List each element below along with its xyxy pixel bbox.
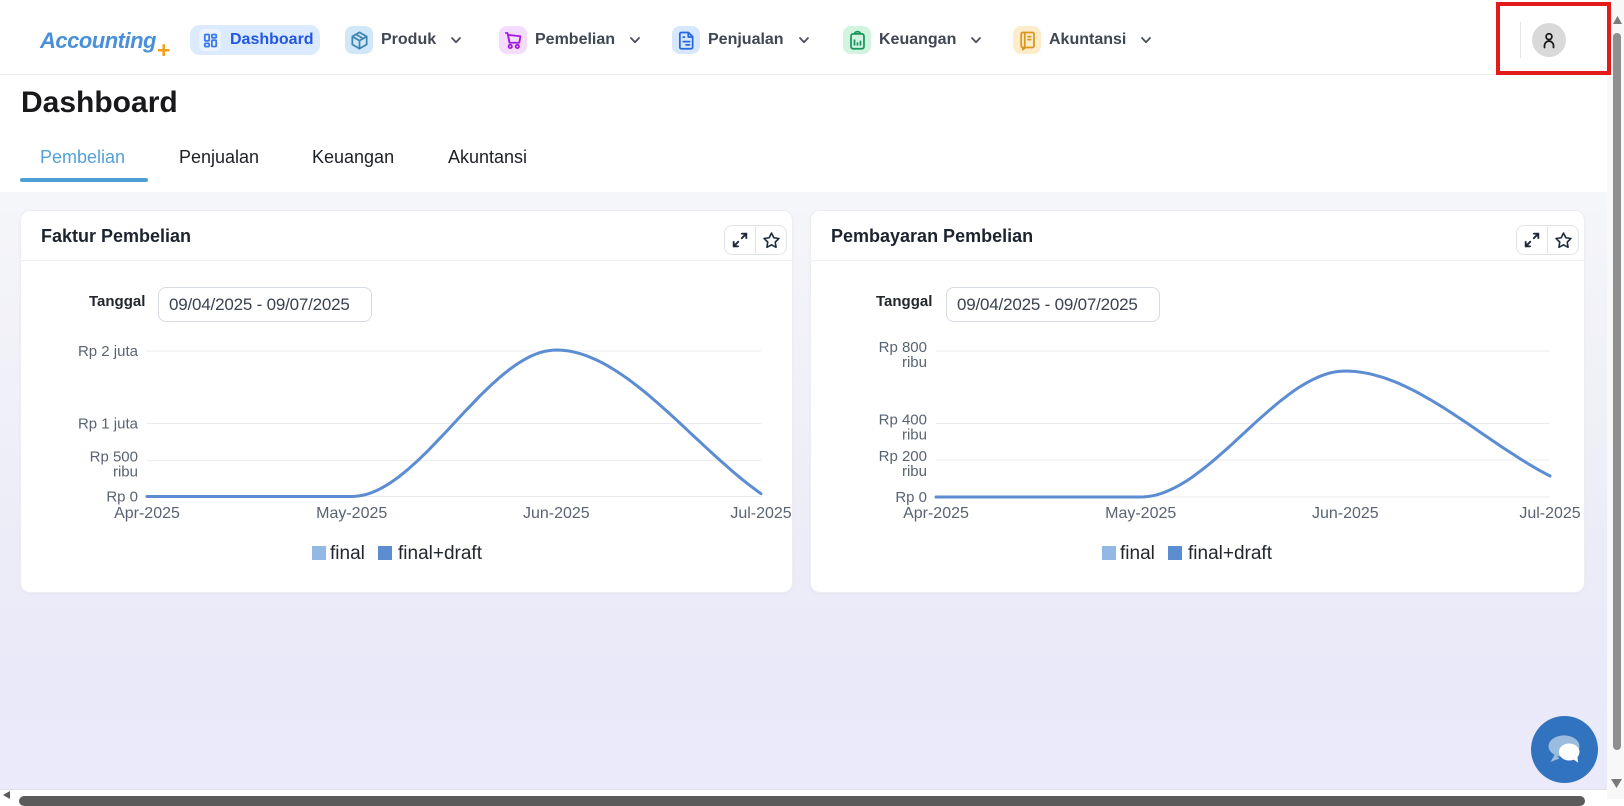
svg-text:ribu: ribu	[902, 463, 927, 480]
svg-text:ribu: ribu	[902, 354, 927, 371]
svg-text:Apr-2025: Apr-2025	[903, 505, 969, 522]
svg-text:Rp 2 juta: Rp 2 juta	[78, 343, 139, 360]
svg-text:ribu: ribu	[113, 464, 138, 481]
svg-text:Rp 1 juta: Rp 1 juta	[78, 416, 139, 433]
svg-text:Jun-2025: Jun-2025	[523, 505, 590, 522]
svg-text:Jul-2025: Jul-2025	[1519, 505, 1580, 522]
svg-text:Apr-2025: Apr-2025	[114, 505, 180, 522]
svg-text:final+draft: final+draft	[398, 543, 483, 564]
svg-text:Rp 800: Rp 800	[879, 339, 927, 356]
svg-text:May-2025: May-2025	[1105, 505, 1176, 522]
svg-text:final: final	[330, 543, 365, 564]
svg-text:Rp 0: Rp 0	[106, 489, 138, 506]
svg-text:Rp 400: Rp 400	[879, 412, 927, 429]
svg-text:ribu: ribu	[902, 427, 927, 444]
svg-text:Rp 0: Rp 0	[895, 489, 927, 506]
svg-text:final: final	[1120, 543, 1155, 564]
svg-text:Rp 200: Rp 200	[879, 448, 927, 465]
svg-text:Jun-2025: Jun-2025	[1312, 505, 1379, 522]
svg-text:May-2025: May-2025	[316, 505, 387, 522]
svg-text:Jul-2025: Jul-2025	[730, 505, 791, 522]
svg-text:final+draft: final+draft	[1188, 543, 1273, 564]
svg-text:Rp 500: Rp 500	[90, 449, 138, 466]
